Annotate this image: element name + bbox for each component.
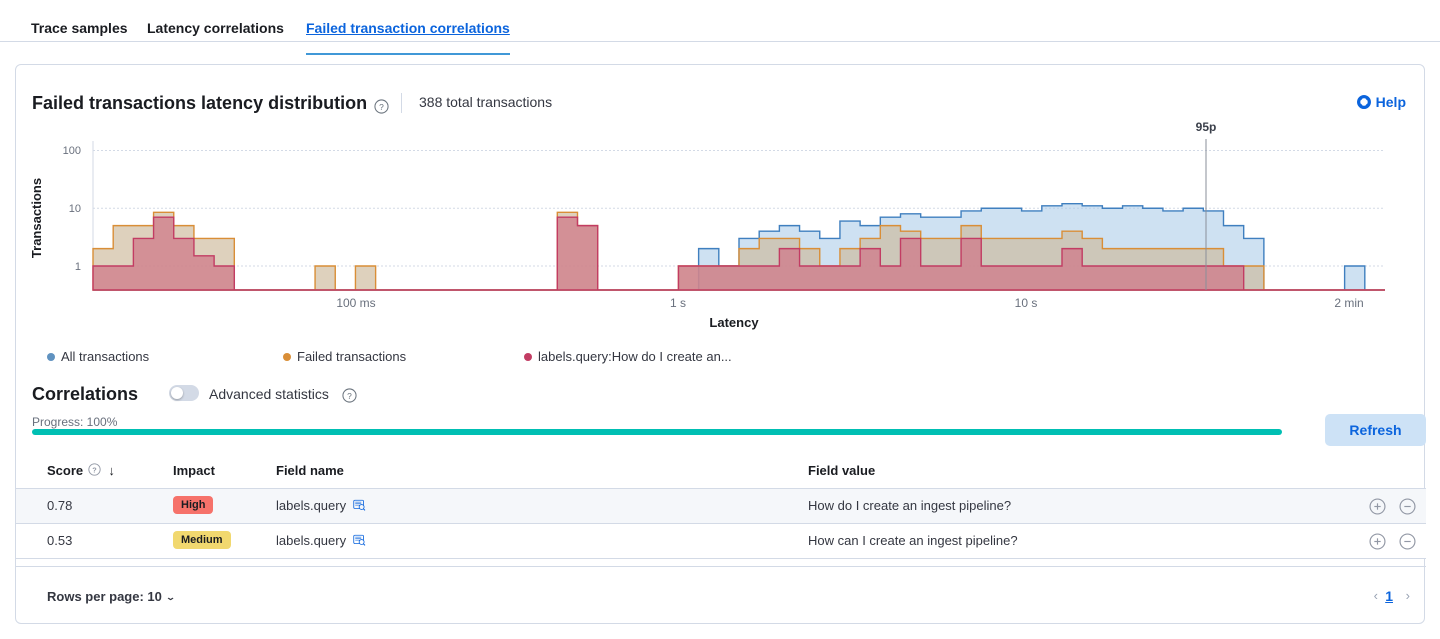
svg-text:100: 100 [63,145,81,157]
svg-text:Transactions: Transactions [29,178,44,258]
svg-text:10: 10 [69,203,81,215]
svg-text:10 s: 10 s [1015,296,1038,310]
svg-text:1: 1 [75,261,81,273]
svg-text:2 min: 2 min [1334,296,1363,310]
svg-text:1 s: 1 s [670,296,686,310]
svg-text:95p: 95p [1196,120,1217,134]
svg-text:Latency: Latency [709,315,759,330]
svg-text:?: ? [92,465,97,474]
svg-text:100 ms: 100 ms [336,296,375,310]
